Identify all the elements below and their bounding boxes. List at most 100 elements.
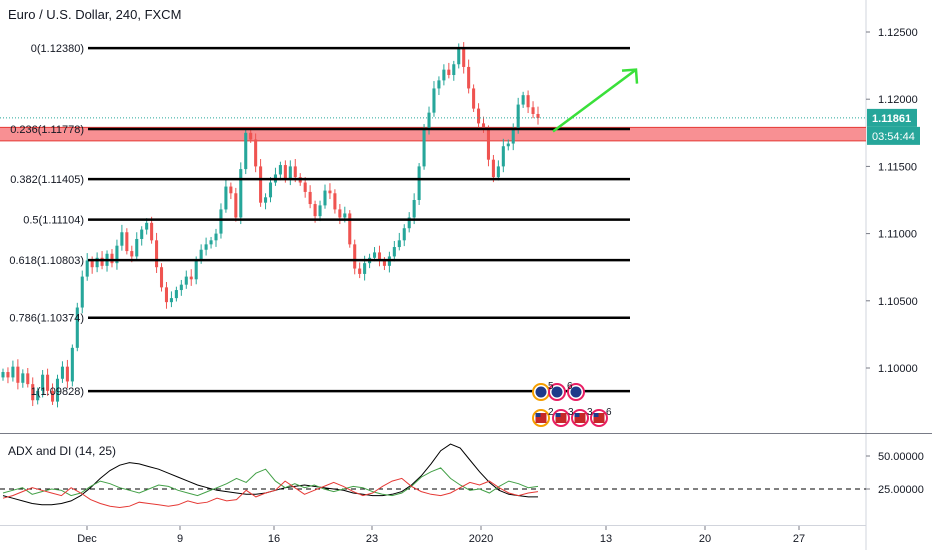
candle-body [60,366,64,379]
candle [372,247,377,262]
candle-body [402,228,406,241]
candle [164,281,169,309]
time-tick-label: 9 [177,533,183,545]
candle-body [234,193,238,218]
candle [536,106,540,125]
candle [303,177,307,198]
candle-body [31,384,35,401]
candle [377,245,382,267]
countdown-badge [867,126,920,145]
time-tick-label: 2020 [469,533,493,545]
candle-body [472,88,476,109]
candle-body [477,108,481,124]
candle [432,81,436,117]
event-count: 2 [548,407,554,418]
candle-body [353,244,357,269]
candle [496,160,500,181]
candle [224,179,228,213]
candle [442,64,446,86]
us-flag-icon [555,413,567,423]
candle [358,262,362,279]
candle-body [194,260,198,280]
candle-body [447,69,451,76]
candle-body [531,107,535,114]
candle [387,251,391,273]
candle-body [199,249,203,261]
candle [239,162,243,225]
candle-body [125,232,129,252]
candle-body [41,374,45,391]
candle-body [115,245,119,264]
chart-title: Euro / U.S. Dollar, 240, FXCM [8,7,182,22]
candle-body [46,374,50,391]
candle-body [486,128,490,160]
candle [244,129,248,175]
candle [422,124,426,170]
candle-body [338,209,342,218]
candle [278,161,282,181]
event-count: 6 [606,407,612,418]
candle [254,133,258,173]
candle-body [308,191,312,205]
candle [477,103,481,130]
event-count: 5 [548,381,554,392]
us-flag-canton [574,413,580,417]
event-marker-us [571,409,589,427]
candle [145,218,149,235]
candle [184,270,188,289]
indicator-series-line [2,477,539,509]
candle [328,183,332,200]
candle-body [363,263,367,274]
us-flag-icon [593,413,605,423]
event-marker-eu [532,383,550,401]
candle-body [481,123,486,129]
candle [264,193,268,210]
candle [348,210,352,248]
candle [234,187,238,222]
candle-body [239,169,243,218]
candle-body [244,132,248,170]
candle [268,177,273,203]
price-tick-label: 1.11500 [878,161,917,173]
candle-body [145,222,149,230]
candle [16,359,20,390]
price-tick-label: 1.10000 [878,363,918,375]
candle-body [452,64,456,76]
candle-body [209,240,213,245]
candle [155,232,159,273]
candle [521,91,525,108]
candle [452,60,456,81]
candle-body [496,166,500,178]
candle-body [392,247,396,257]
eu-flag-icon [570,386,582,398]
candle [447,62,451,79]
indicator-title: ADX and DI (14, 25) [8,444,117,458]
fib-level-label: 0.5(1.11104) [23,215,84,227]
candle [70,344,74,387]
candle [472,84,476,112]
candle-body [407,217,411,229]
candle-body [179,284,183,291]
fib-levels: 0(1.12380) 0.236(1.11778) 0.382(1.11405) 0.… [9,43,630,398]
indicator-series [2,443,539,509]
candle-body [397,240,401,248]
candle-body [80,276,84,308]
candle-body [219,209,223,234]
candle [214,228,218,247]
candle-body [437,80,441,89]
event-marker-eu [548,383,566,401]
candle-body [70,347,74,382]
candle-body [75,307,79,348]
candle-body [511,128,515,144]
fib-level: 0.786(1.10374) [9,313,630,325]
indicator-tick-label: 25.00000 [878,484,924,496]
time-tick-label: 13 [600,533,612,545]
candle-body [412,200,416,218]
price-tick-label: 1.12000 [878,94,918,106]
eu-flag-icon [551,386,563,398]
candle-body [65,366,69,382]
candle-body [55,378,60,402]
candle [353,239,357,275]
candle [323,184,327,209]
